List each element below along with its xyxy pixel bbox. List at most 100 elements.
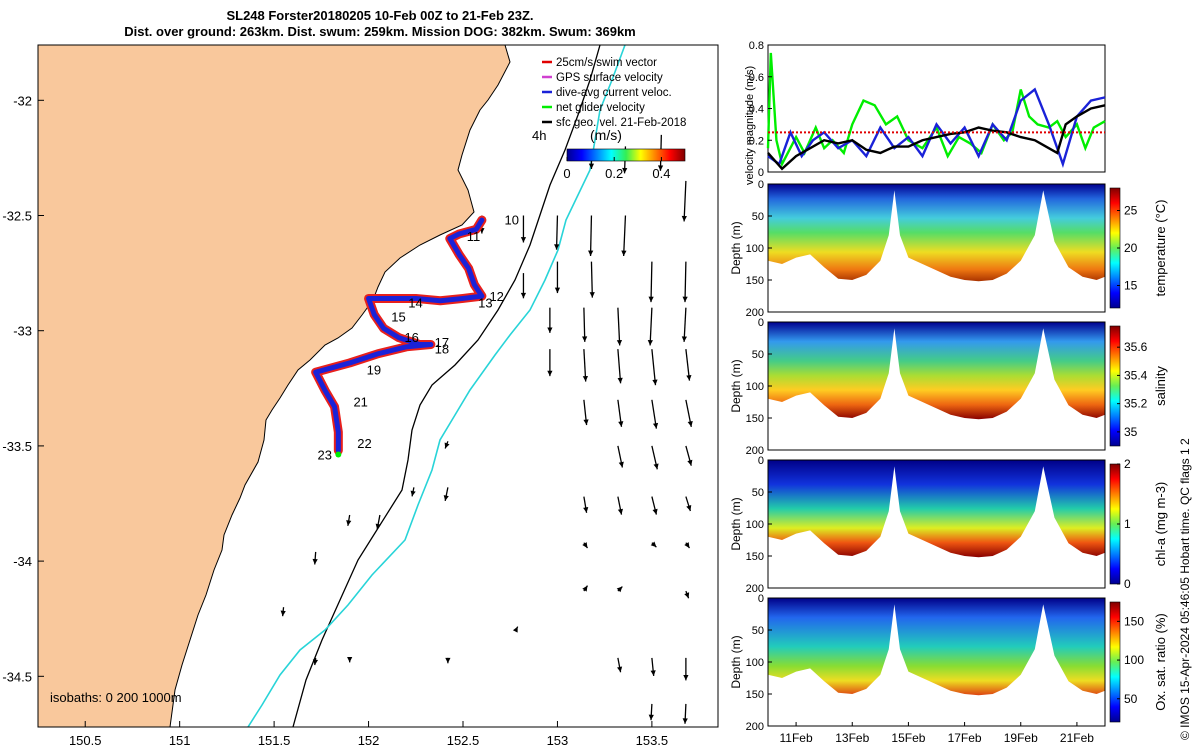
legend-label: GPS surface velocity [556, 72, 663, 84]
colorbar-tick-label: 0.2 [605, 166, 623, 181]
current-arrow [583, 496, 589, 513]
current-arrow [684, 590, 690, 599]
chart-title: SL248 Forster20180205 10-Feb 00Z to 21-F… [226, 8, 534, 23]
land-area [38, 45, 511, 727]
current-arrow [616, 307, 623, 346]
day-label: 23 [318, 448, 332, 463]
colorbar-side-label: 4h [532, 128, 546, 143]
day-label: 15 [391, 309, 405, 324]
day-label: 12 [489, 289, 503, 304]
day-label: 13 [478, 296, 492, 311]
colorbar-tick-label: 0 [563, 166, 570, 181]
current-arrow [582, 307, 588, 342]
speed-colorbar: (m/s) 4h 0 0.2 0.4 [532, 127, 686, 181]
current-arrow [650, 541, 657, 548]
current-arrow [648, 261, 654, 303]
current-arrow [554, 215, 560, 250]
current-arrow [347, 656, 353, 663]
current-arrow [445, 657, 451, 664]
map-ytick-label: -32.5 [2, 209, 32, 224]
current-arrow [648, 703, 654, 721]
current-arrow [280, 607, 286, 617]
current-vector-track [313, 217, 485, 454]
current-arrow [682, 703, 688, 724]
current-arrow [685, 349, 692, 381]
current-arrow [685, 445, 693, 466]
current-arrow [681, 180, 687, 222]
current-arrow [681, 307, 687, 342]
map-ytick-label: -34 [13, 554, 32, 569]
current-arrow [583, 399, 589, 426]
map-ytick-label: -32 [13, 93, 32, 108]
map-legend: 25cm/s swim vector GPS surface velocity di… [542, 57, 686, 129]
current-arrow [616, 586, 623, 593]
day-label: 16 [404, 330, 418, 345]
current-arrow [410, 487, 416, 497]
map-xtick-label: 152.5 [447, 733, 480, 748]
legend-label: 25cm/s swim vector [556, 57, 657, 69]
map-xtick-label: 152 [358, 733, 380, 748]
legend-label: sfc geo. vel. 21-Feb-2018 [556, 117, 686, 129]
current-arrow [685, 496, 692, 512]
legend-label: dive-avg current veloc. [556, 87, 672, 99]
map-ytick-label: -33.5 [2, 439, 32, 454]
credit-text: © IMOS 15-Apr-2024 05:46:05 Hobart time.… [1178, 438, 1192, 740]
current-arrow [647, 307, 653, 346]
day-label: 22 [357, 436, 371, 451]
map-xtick-label: 153.5 [636, 733, 669, 748]
current-arrow [375, 514, 381, 530]
current-arrow [651, 445, 659, 470]
map-xtick-label: 151 [169, 733, 191, 748]
current-arrow [312, 657, 319, 666]
current-arrow [582, 542, 589, 549]
velocity-ylabel: velocity magnitude (m/s) [744, 65, 756, 185]
isobaths-label: isobaths: 0 200 1000m [50, 690, 182, 705]
isobath-1000m [292, 45, 601, 727]
current-arrow [650, 657, 656, 676]
current-arrow [547, 307, 553, 333]
current-arrow [651, 496, 658, 515]
current-arrow [651, 399, 659, 429]
colorbar-unit: (m/s) [590, 127, 622, 143]
current-arrow [346, 514, 352, 526]
current-arrow [520, 273, 527, 299]
current-arrow [651, 349, 658, 386]
map-xtick-label: 153 [547, 733, 569, 748]
map-ytick-label: -33 [13, 324, 32, 339]
map-ytick-label: -34.5 [2, 669, 32, 684]
current-arrow [685, 399, 693, 427]
glider-track [311, 215, 487, 458]
current-arrow [617, 496, 623, 515]
current-arrow [683, 657, 689, 681]
current-arrow [684, 542, 691, 549]
current-arrow [621, 215, 627, 257]
current-arrow [588, 215, 594, 257]
day-label: 21 [353, 395, 367, 410]
current-arrow [582, 585, 589, 592]
day-label: 18 [435, 342, 449, 357]
day-label: 17 [435, 335, 449, 350]
isobath-cyan [247, 45, 626, 727]
current-arrow [589, 261, 595, 298]
current-arrow [582, 349, 588, 382]
current-arrow [617, 657, 623, 673]
day-label: 19 [367, 362, 381, 377]
legend-label: net glider velocity [556, 102, 645, 114]
current-arrow [554, 261, 561, 294]
glider-end-marker [335, 451, 342, 458]
chart-subtitle: Dist. over ground: 263km. Dist. swum: 25… [124, 24, 636, 39]
current-arrow [617, 445, 624, 468]
current-arrow [617, 399, 624, 427]
current-arrow [443, 487, 449, 502]
current-arrow [444, 441, 450, 449]
map-xtick-label: 150.5 [69, 733, 102, 748]
colorbar-tick-label: 0.4 [652, 166, 670, 181]
current-arrow [682, 261, 688, 303]
current-arrow [512, 626, 519, 633]
current-arrow [312, 551, 318, 565]
current-arrow [520, 215, 527, 243]
day-label: 14 [408, 296, 422, 311]
current-arrow [617, 349, 623, 384]
